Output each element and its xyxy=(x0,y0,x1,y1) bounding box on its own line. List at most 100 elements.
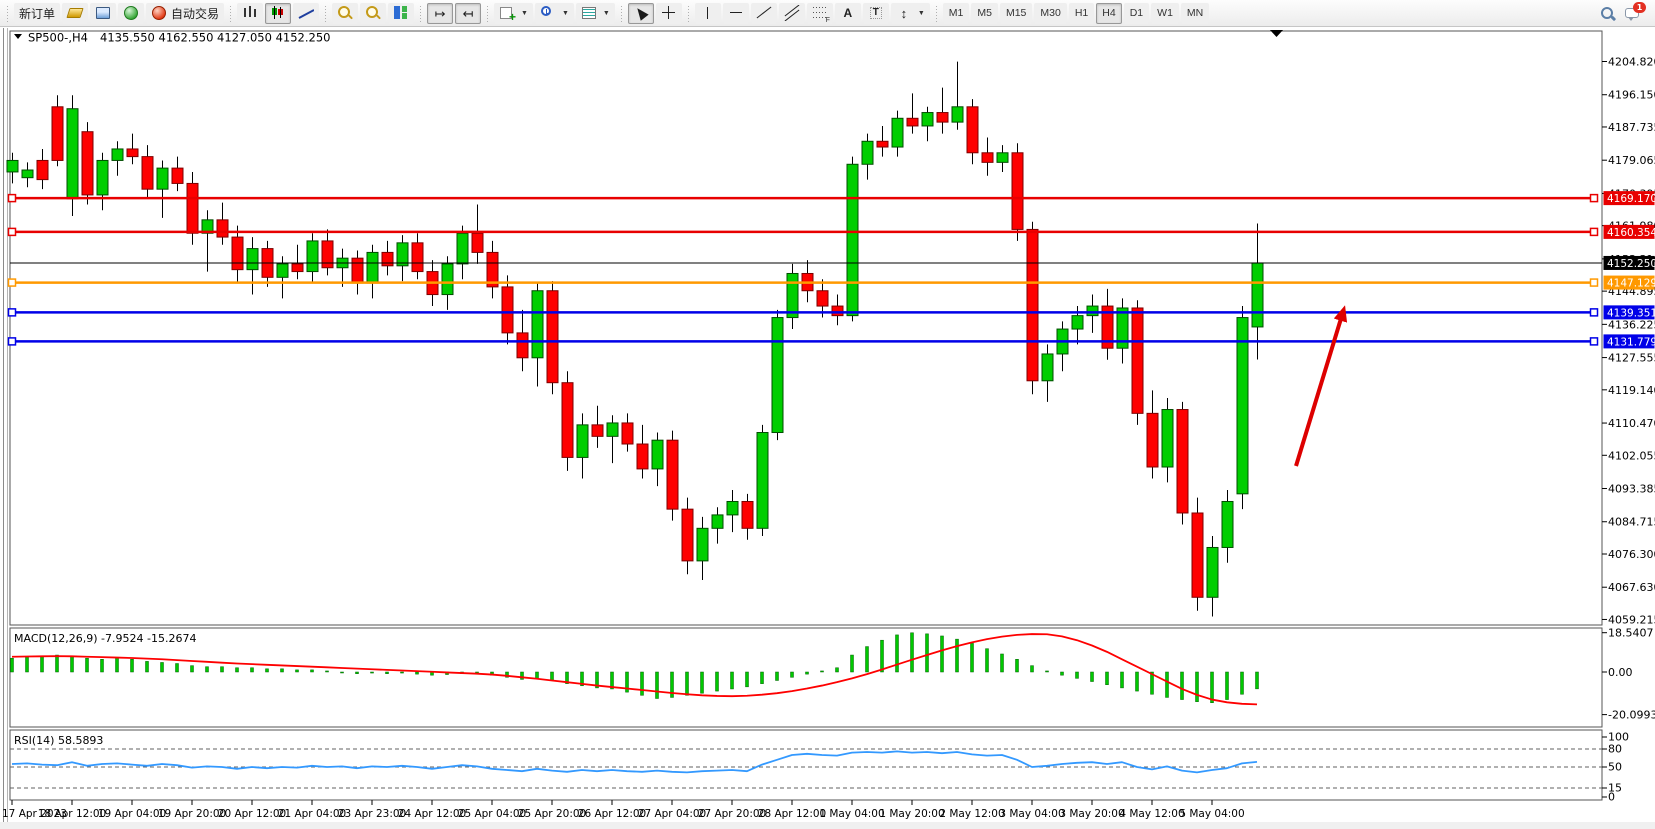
candle-body xyxy=(1221,500,1234,548)
timeframe-m5-button[interactable]: M5 xyxy=(971,2,998,24)
candle-body xyxy=(1146,412,1159,468)
line-handle[interactable] xyxy=(1589,337,1599,346)
line-handle[interactable] xyxy=(7,337,17,346)
candle-body xyxy=(351,257,364,284)
macd-histogram-bar xyxy=(55,654,59,673)
time-tick-label: 21 Apr 04:00 xyxy=(278,808,346,820)
dropdown-caret-icon[interactable]: ▼ xyxy=(917,9,925,17)
macd-histogram-bar xyxy=(385,671,389,674)
macd-histogram-bar xyxy=(805,671,809,675)
chat-icon[interactable]: 1 xyxy=(1625,2,1646,21)
dropdown-caret-icon[interactable]: ▼ xyxy=(521,9,528,17)
macd-histogram-bar xyxy=(1015,659,1019,673)
timeframe-m1-button[interactable]: M1 xyxy=(942,2,970,24)
zoom-in-button[interactable] xyxy=(332,2,359,24)
arrows-button[interactable]: ▼ xyxy=(890,2,930,24)
dropdown-caret-icon[interactable]: ▼ xyxy=(602,9,610,17)
indicators-button[interactable]: ▼ xyxy=(494,2,533,24)
time-tick-label: 5 May 04:00 xyxy=(1179,808,1244,820)
macd-histogram-bar xyxy=(1255,671,1259,690)
time-tick-label: 27 Apr 04:00 xyxy=(638,808,706,820)
macd-histogram-bar xyxy=(835,667,839,673)
line-handle[interactable] xyxy=(7,278,17,287)
line-handle[interactable] xyxy=(7,227,17,237)
line-chart-button[interactable] xyxy=(293,2,320,24)
candle-body xyxy=(321,240,334,269)
macd-histogram-bar xyxy=(730,671,734,690)
candle-body xyxy=(396,242,409,267)
cursor-button[interactable] xyxy=(627,2,654,24)
candle-body xyxy=(306,240,319,273)
macd-histogram-bar xyxy=(1240,671,1244,695)
macd-histogram-bar xyxy=(550,671,554,681)
macd-histogram-bar xyxy=(1090,671,1094,682)
macd-histogram-bar xyxy=(940,635,944,673)
price-tick-label: 4187.735 xyxy=(1608,121,1655,134)
chart-shift-button[interactable] xyxy=(455,2,482,24)
dropdown-caret-icon[interactable]: ▼ xyxy=(561,9,569,17)
trendline-button[interactable] xyxy=(750,2,777,24)
crosshair-button[interactable] xyxy=(655,2,682,24)
timeframe-w1-button[interactable]: W1 xyxy=(1151,2,1179,24)
tile-windows-button[interactable] xyxy=(388,2,415,24)
candle-body xyxy=(651,439,664,470)
zoom-out-button[interactable] xyxy=(360,2,387,24)
bar-chart-button[interactable] xyxy=(237,2,264,24)
search-icon[interactable] xyxy=(1599,5,1615,21)
quotes-button[interactable] xyxy=(62,2,89,24)
line-handle[interactable] xyxy=(1589,308,1599,317)
candle-body xyxy=(906,117,919,127)
new-order-button[interactable]: 新订单 xyxy=(14,2,61,24)
candle-body xyxy=(1161,409,1174,468)
timeframe-h1-button[interactable]: H1 xyxy=(1068,2,1095,24)
candlestick-chart-button[interactable] xyxy=(265,2,292,24)
signals-button[interactable] xyxy=(118,2,145,24)
equidistant-channel-button[interactable] xyxy=(778,2,805,24)
line-handle[interactable] xyxy=(7,193,17,203)
fibonacci-button[interactable] xyxy=(806,2,833,24)
candle-body xyxy=(1026,228,1039,382)
macd-indicator-label: MACD(12,26,9) -7.9524 -15.2674 xyxy=(14,632,196,645)
candle-body xyxy=(171,167,184,184)
macd-histogram-bar xyxy=(145,661,149,673)
auto-trading-button[interactable]: 自动交易 xyxy=(146,2,225,24)
macd-histogram-bar xyxy=(1000,653,1004,673)
line-handle[interactable] xyxy=(1589,278,1599,287)
chart-end-marker-icon xyxy=(1270,30,1283,37)
candle-body xyxy=(501,286,514,334)
horizontal-line-button[interactable] xyxy=(722,2,749,24)
macd-histogram-bar xyxy=(295,669,299,673)
terminal-button[interactable] xyxy=(90,2,117,24)
auto-scroll-button[interactable] xyxy=(427,2,454,24)
candle-body xyxy=(951,106,964,123)
trend-arrow-annotation[interactable] xyxy=(1294,305,1348,467)
candle-body xyxy=(96,159,109,196)
text-button[interactable] xyxy=(834,2,861,24)
line-handle[interactable] xyxy=(7,308,17,317)
line-handle[interactable] xyxy=(1589,227,1599,237)
line-handle[interactable] xyxy=(1589,193,1599,203)
candle-body xyxy=(1071,315,1084,330)
macd-histogram-bar xyxy=(1045,670,1049,673)
timeframe-d1-button[interactable]: D1 xyxy=(1123,2,1150,24)
level-price-label: 4147.129 xyxy=(1607,278,1655,290)
price-axis: 4204.8204196.1504187.7354179.0654170.395… xyxy=(1602,56,1655,626)
timeframe-mn-button[interactable]: MN xyxy=(1180,2,1210,24)
symbol-dropdown-icon[interactable] xyxy=(14,34,22,39)
vertical-line-button[interactable] xyxy=(694,2,721,24)
candle-body xyxy=(726,500,739,516)
text-label-button[interactable] xyxy=(862,2,889,24)
periods-button[interactable]: ▼ xyxy=(534,2,574,24)
candle-body xyxy=(996,152,1009,163)
macd-histogram-bar xyxy=(655,671,659,699)
timeframe-m30-button[interactable]: M30 xyxy=(1034,2,1067,24)
macd-histogram-bar xyxy=(985,648,989,673)
timeframe-h4-button[interactable]: H4 xyxy=(1096,2,1122,24)
timeframe-m15-button[interactable]: M15 xyxy=(999,2,1033,24)
toolbar-group-separator xyxy=(619,4,623,22)
arrows-icon xyxy=(896,5,912,21)
price-tick-label: 4102.055 xyxy=(1608,449,1655,462)
macd-histogram-bar xyxy=(760,671,764,684)
macd-histogram-bar xyxy=(610,671,614,690)
templates-button[interactable]: ▼ xyxy=(575,2,615,24)
